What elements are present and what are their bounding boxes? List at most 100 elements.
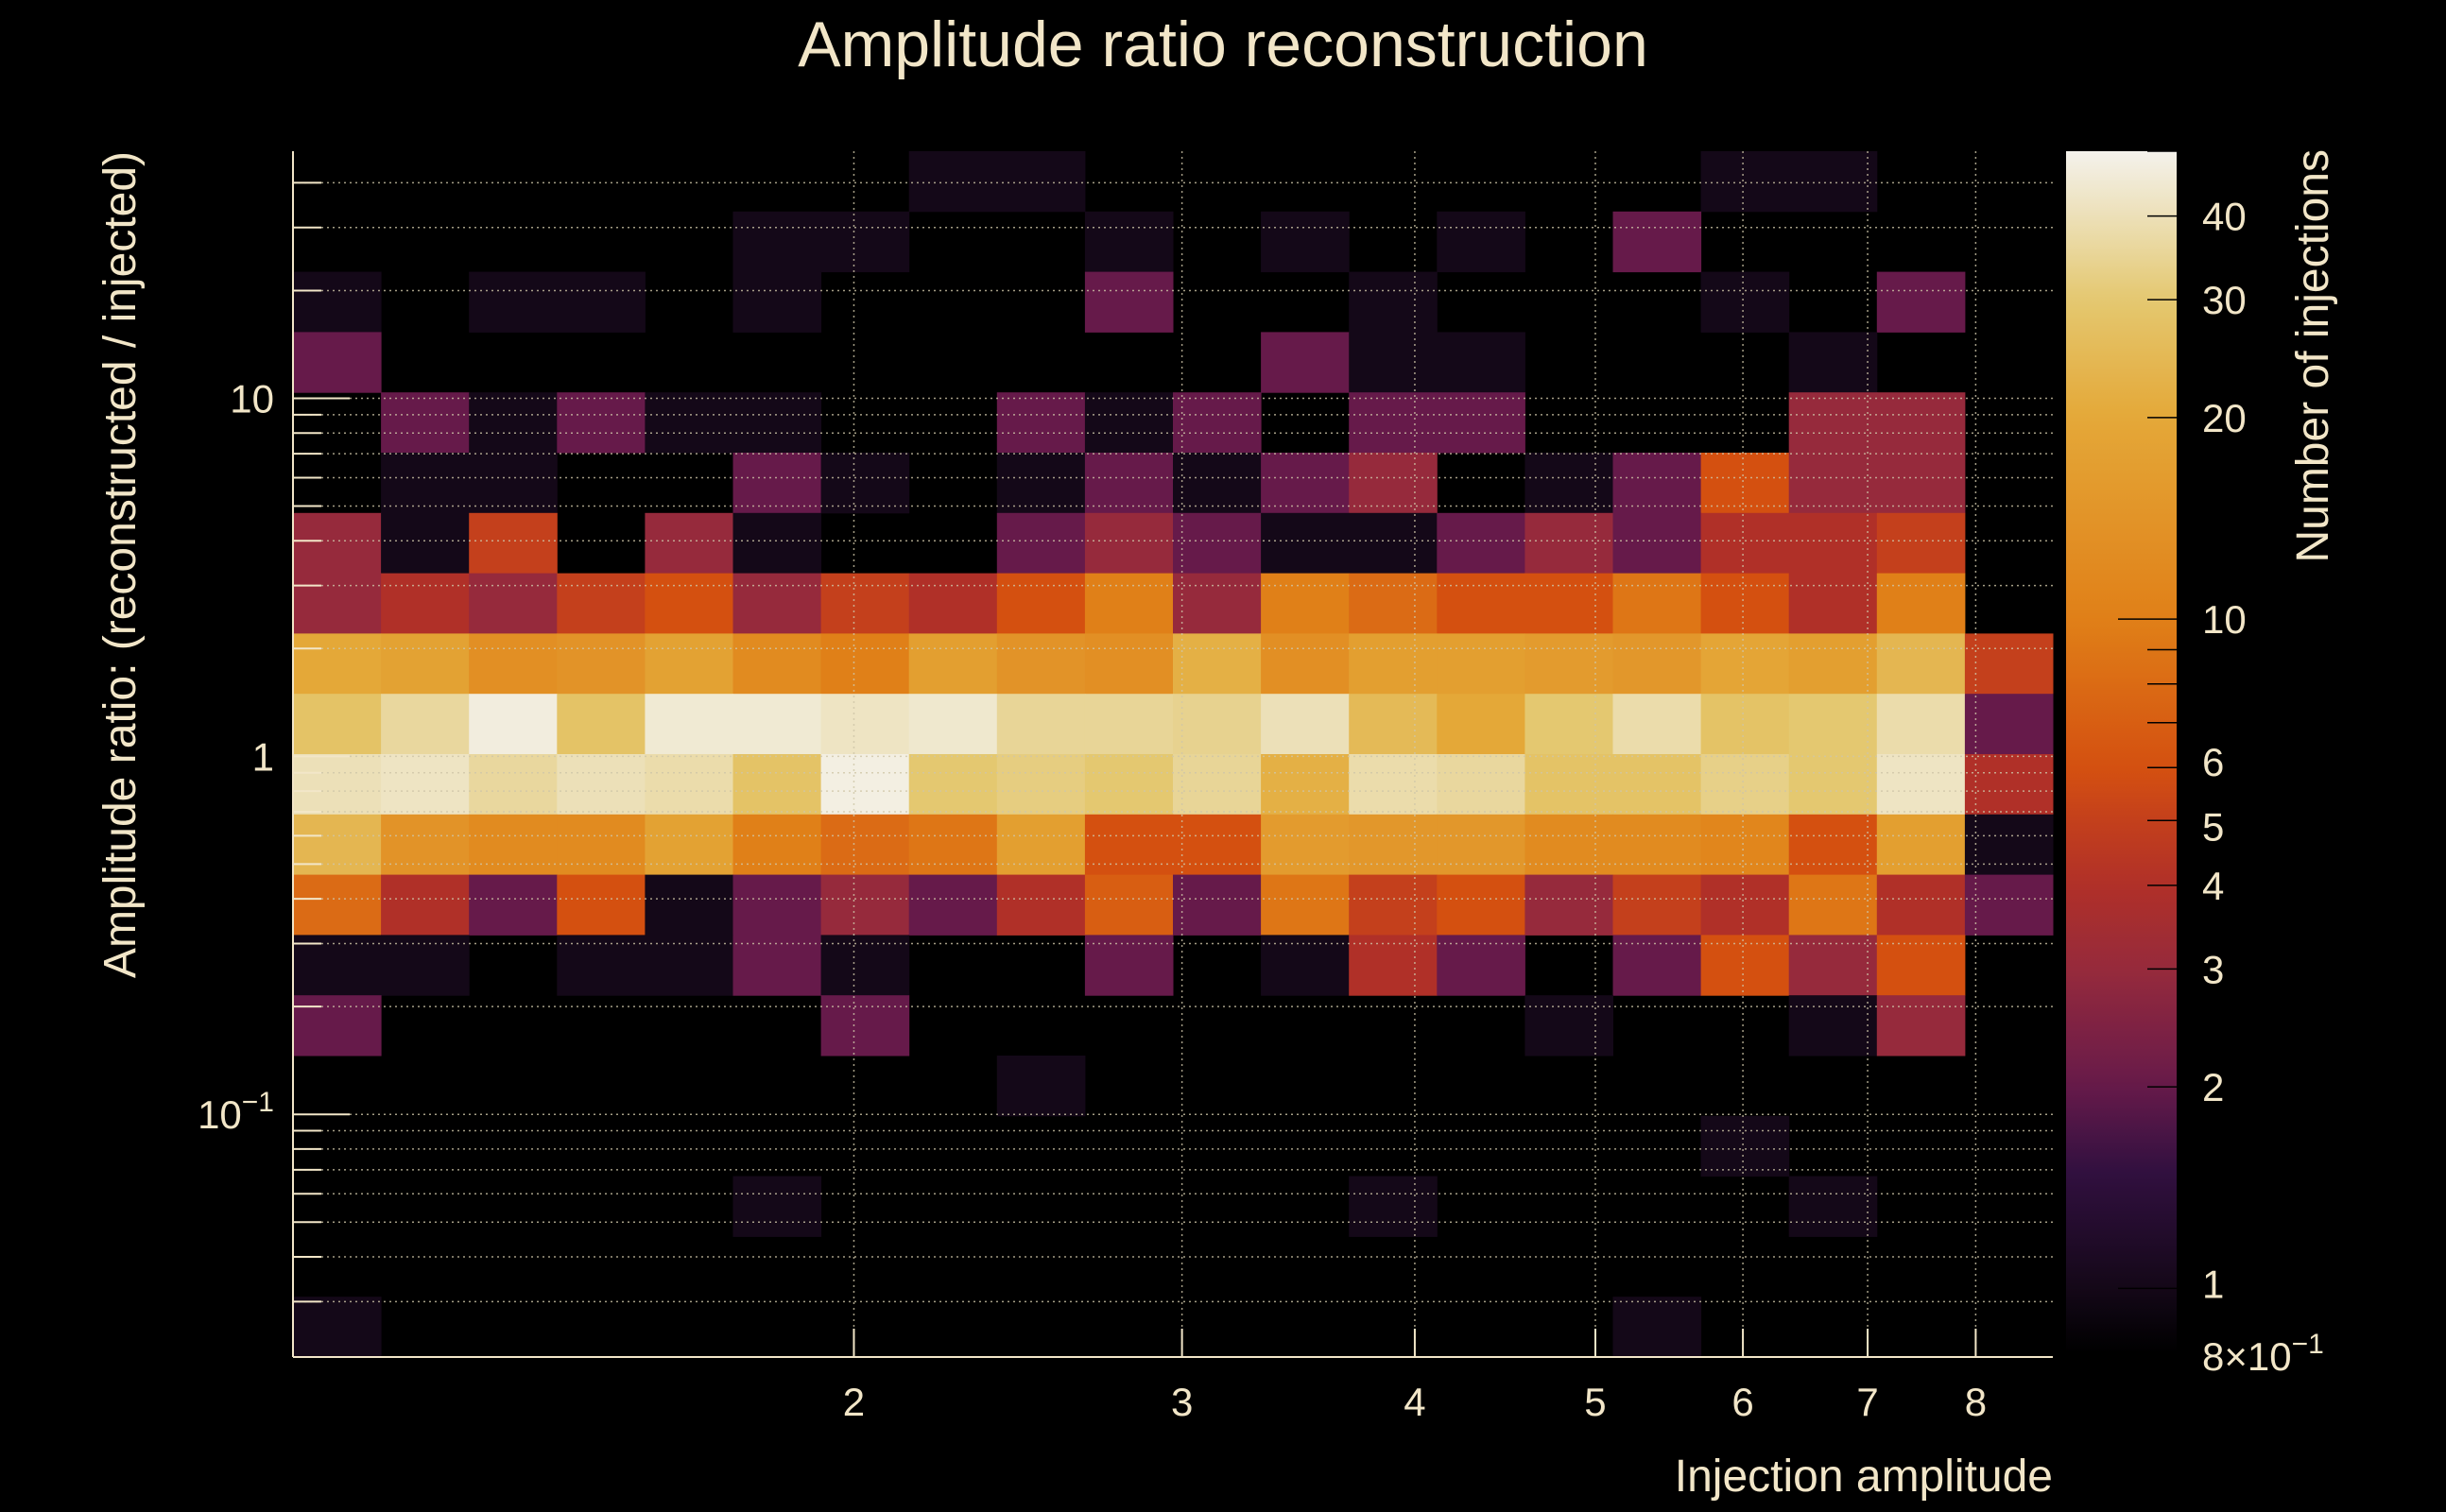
heatmap-cell: [996, 573, 1086, 634]
heatmap-cell: [1349, 874, 1438, 936]
heatmap-cell: [293, 332, 382, 393]
heatmap-cell: [645, 573, 733, 634]
heatmap-cell: [1788, 874, 1878, 936]
heatmap-cell: [1437, 935, 1525, 996]
heatmap-cell: [1084, 453, 1174, 514]
y-tick-label: 10: [230, 376, 274, 421]
heatmap-cell: [1612, 874, 1702, 936]
heatmap-cell: [1876, 392, 1966, 454]
heatmap-cell: [469, 754, 558, 816]
heatmap-cell: [1700, 573, 1790, 634]
heatmap-cell: [1876, 814, 1966, 876]
heatmap-cell: [1612, 935, 1702, 996]
heatmap-cell: [1437, 694, 1525, 755]
heatmap-cell: [645, 694, 733, 755]
x-axis-label: Injection amplitude: [1675, 1452, 2053, 1502]
heatmap-cell: [381, 694, 470, 755]
heatmap-cell: [1876, 633, 1966, 695]
colorbar-gradient: [2066, 151, 2177, 1353]
heatmap-cell: [1524, 754, 1613, 816]
colorbar-tick-label: 6: [2202, 740, 2224, 784]
chart-title: Amplitude ratio reconstruction: [798, 9, 1648, 80]
heatmap-cell: [1612, 633, 1702, 695]
colorbar-tick-label: 30: [2202, 278, 2247, 322]
heatmap-cell: [1261, 874, 1350, 936]
heatmap-cell: [381, 633, 470, 695]
heatmap-cell: [732, 271, 822, 333]
heatmap-cell: [820, 814, 910, 876]
heatmap-cell: [1261, 211, 1350, 273]
heatmap-cell: [381, 453, 470, 514]
heatmap-cell: [1173, 694, 1262, 755]
heatmap-cell: [1084, 271, 1174, 333]
heatmap-cell: [1700, 151, 1790, 213]
heatmap-cell: [732, 874, 822, 936]
heatmap-cell: [381, 874, 470, 936]
heatmap-cell: [1612, 694, 1702, 755]
heatmap-cell: [293, 754, 382, 816]
colorbar-tick-label: 3: [2202, 947, 2224, 991]
heatmap-cell: [293, 935, 382, 996]
heatmap-cell: [1524, 573, 1613, 634]
heatmap-cell: [1876, 754, 1966, 816]
heatmap-cell: [996, 874, 1086, 936]
heatmap-cell: [469, 512, 558, 575]
heatmap-cell: [469, 573, 558, 634]
heatmap-cell: [557, 814, 646, 876]
heatmap-cell: [1349, 573, 1438, 634]
heatmap-cell: [1612, 1297, 1702, 1358]
heatmap-cell: [1349, 935, 1438, 996]
heatmap-cell: [732, 633, 822, 695]
heatmap-cell: [557, 694, 646, 755]
heatmap-cell: [1437, 874, 1525, 936]
heatmap-cell: [1524, 874, 1613, 936]
heatmap-cell: [1173, 392, 1262, 454]
heatmap-cell: [1524, 512, 1613, 575]
heatmap-cell: [1612, 814, 1702, 876]
heatmap-cell: [1788, 694, 1878, 755]
heatmap-cell: [645, 392, 733, 454]
heatmap-cell: [1349, 271, 1438, 333]
heatmap-cell: [1349, 1176, 1438, 1237]
heatmap-cell: [1700, 512, 1790, 575]
heatmap-cell: [1349, 392, 1438, 454]
heatmap-cell: [1700, 935, 1790, 996]
heatmap-cell: [1788, 1176, 1878, 1237]
heatmap-cell: [645, 874, 733, 936]
colorbar-tick-label: 4: [2202, 864, 2224, 908]
heatmap-cell: [1700, 633, 1790, 695]
heatmap-cell: [1261, 814, 1350, 876]
x-tick-label: 8: [1965, 1380, 1987, 1424]
heatmap-cell: [1700, 814, 1790, 876]
heatmap-cell: [1700, 1115, 1790, 1177]
heatmap-cell: [1876, 995, 1966, 1057]
heatmap-cell: [908, 754, 998, 816]
heatmap-cell: [293, 1297, 382, 1358]
heatmap-cell: [645, 754, 733, 816]
heatmap-cell: [381, 573, 470, 634]
heatmap-cell: [293, 633, 382, 695]
x-tick-label: 3: [1171, 1380, 1193, 1424]
heatmap-cell: [1349, 633, 1438, 695]
heatmap-cell: [820, 573, 910, 634]
heatmap-cell: [1612, 453, 1702, 514]
heatmap-cell: [996, 151, 1086, 213]
heatmap-cell: [645, 935, 733, 996]
heatmap-cell: [557, 874, 646, 936]
heatmap-cell: [908, 151, 998, 213]
heatmap-cell: [1261, 633, 1350, 695]
heatmap-cell: [1788, 573, 1878, 634]
heatmap-cell: [1700, 694, 1790, 755]
heatmap-cell: [1876, 874, 1966, 936]
heatmap-cell: [908, 814, 998, 876]
heatmap-cell: [469, 271, 558, 333]
heatmap-cell: [557, 392, 646, 454]
heatmap-cell: [381, 392, 470, 454]
colorbar-tick-label: 8×10−1: [2202, 1329, 2324, 1379]
colorbar-tick-label: 10: [2202, 597, 2247, 642]
heatmap-cell: [1349, 694, 1438, 755]
x-tick-label: 5: [1584, 1380, 1606, 1424]
x-tick-label: 6: [1731, 1380, 1753, 1424]
heatmap-cell: [1349, 332, 1438, 393]
